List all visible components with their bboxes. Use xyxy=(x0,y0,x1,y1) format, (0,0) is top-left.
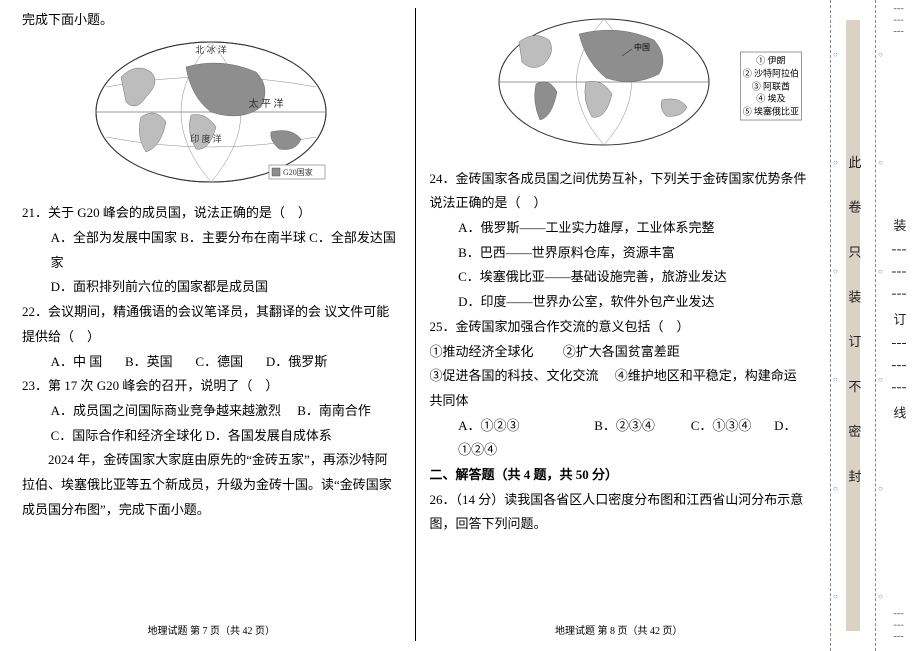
q24-stem: 24．金砖国家各成员国之间优势互补，下列关于金砖国家优势条件说法正确的是（ ） xyxy=(430,167,809,216)
q25-opt-b: B．②③④ xyxy=(594,418,655,433)
gutter-dots-bot: ┆┆┆ xyxy=(889,611,906,645)
section-2-title: 二、解答题（共 4 题，共 50 分） xyxy=(430,463,809,488)
q21-options-row1: A．全部为发展中国家 B．主要分布在南半球 C．全部发达国家 xyxy=(22,226,401,275)
q25-options: A．①②③ B．②③④ C．①③④ D．①②④ xyxy=(430,414,809,463)
gutter-col-2: ○○○○○○ ┆┆┆ 装┆┆┆订┆┆┆线 ┆┆┆ xyxy=(875,0,920,651)
q22-options: A．中 国 B．英国 C．德国 D．俄罗斯 xyxy=(22,350,401,375)
map-legend-label: G20国家 xyxy=(283,167,313,177)
q22-stem: 22．会议期间，精通俄语的会议笔译员，其翻译的会 议文件可能提供给（ ） xyxy=(22,300,401,349)
page-7: 完成下面小题。 北 冰 洋 太 平 洋 xyxy=(10,8,413,641)
brics-world-map-icon: 中国 xyxy=(494,12,744,152)
q25-s1: ①推动经济全球化 xyxy=(430,344,534,359)
exam-sheet: 完成下面小题。 北 冰 洋 太 平 洋 xyxy=(0,0,830,651)
brics-legend: ① 伊朗 ② 沙特阿拉伯 ③ 阿联酋 ④ 埃及 ⑤ 埃塞俄比亚 xyxy=(740,52,802,121)
q22-opt-d: D．俄罗斯 xyxy=(266,354,327,369)
q23-opt-b: B．南南合作 xyxy=(297,403,371,418)
legend-4: ④ 埃及 xyxy=(743,93,799,106)
q21-opt-d: D．面积排列前六位的国家都是成员国 xyxy=(22,275,401,300)
q25-statements-row2: ③促进各国的科技、文化交流 ④维护地区和平稳定，构建命运共同体 xyxy=(430,364,809,413)
page-8-footer: 地理试题 第 8 页（共 42 页） xyxy=(430,614,809,641)
page-8: 中国 ① 伊朗 ② 沙特阿拉伯 ③ 阿联酋 ④ 埃及 ⑤ 埃塞俄比亚 24．金砖… xyxy=(418,8,821,641)
gutter-zhuang: 装 xyxy=(891,218,906,245)
q22-opt-c: C．德国 xyxy=(195,354,243,369)
q25-s3: ③促进各国的科技、文化交流 xyxy=(430,368,599,383)
binding-gutter: ○○○○○○ 此 卷 只 装 订 不 密 封 ○○○○○○ ┆┆┆ 装┆┆┆订┆… xyxy=(830,0,920,651)
page-7-footer: 地理试题 第 7 页（共 42 页） xyxy=(22,614,401,641)
q25-s2: ②扩大各国贫富差距 xyxy=(563,344,680,359)
q26-stem: 26．（14 分）读我国各省区人口密度分布图和江西省山河分布示意图，回答下列问题… xyxy=(430,488,809,537)
q23-options-row1: A．成员国之间国际商业竞争越来越激烈 B．南南合作 xyxy=(22,399,401,424)
lead-in-text: 完成下面小题。 xyxy=(22,8,401,33)
page-divider xyxy=(415,8,416,641)
q23-opt-c: C．国际合作和经济全球化 xyxy=(51,428,203,443)
ocean-label-arctic: 北 冰 洋 xyxy=(195,44,227,55)
brics-map: 中国 ① 伊朗 ② 沙特阿拉伯 ③ 阿联酋 ④ 埃及 ⑤ 埃塞俄比亚 xyxy=(430,12,809,161)
gutter-text-main: 此 卷 只 装 订 不 密 封 xyxy=(841,155,866,496)
legend-2: ② 沙特阿拉伯 xyxy=(743,67,799,80)
brics-passage: 2024 年，金砖国家大家庭由原先的“金砖五家”，再添沙特阿拉伯、埃塞俄比亚等五… xyxy=(22,448,401,522)
q21-stem: 21．关于 G20 峰会的成员国，说法正确的是（ ） xyxy=(22,201,401,226)
q25-opt-a: A．①②③ xyxy=(458,418,519,433)
q25-stem: 25．金砖国家加强合作交流的意义包括（ ） xyxy=(430,315,809,340)
q24-opt-c: C．埃塞俄比亚——基础设施完善，旅游业发达 xyxy=(430,265,809,290)
legend-5: ⑤ 埃塞俄比亚 xyxy=(743,105,799,118)
gutter-dots-top: ┆┆┆ xyxy=(889,6,906,40)
legend-3: ③ 阿联酋 xyxy=(743,80,799,93)
gutter-text-2: 装┆┆┆订┆┆┆线 xyxy=(886,218,911,433)
gutter-xian: 线 xyxy=(891,406,906,433)
gutter-ding: 订 xyxy=(891,312,906,339)
gutter-col-1: ○○○○○○ 此 卷 只 装 订 不 密 封 xyxy=(830,0,875,651)
q25-statements-row1: ①推动经济全球化 ②扩大各国贫富差距 xyxy=(430,340,809,365)
page-7-content: 完成下面小题。 北 冰 洋 太 平 洋 xyxy=(22,8,401,614)
q25-opt-c: C．①③④ xyxy=(691,418,752,433)
q23-opt-a: A．成员国之间国际商业竞争越来越激烈 xyxy=(51,403,281,418)
q24-opt-a: A．俄罗斯——工业实力雄厚，工业体系完整 xyxy=(430,216,809,241)
legend-1: ① 伊朗 xyxy=(743,55,799,68)
q21-opt-a: A．全部为发展中国家 xyxy=(51,230,177,245)
q21-opt-b: B．主要分布在南半球 xyxy=(180,230,306,245)
page-8-content: 中国 ① 伊朗 ② 沙特阿拉伯 ③ 阿联酋 ④ 埃及 ⑤ 埃塞俄比亚 24．金砖… xyxy=(430,8,809,614)
q23-opt-d: D．各国发展自成体系 xyxy=(206,428,332,443)
q22-opt-b: B．英国 xyxy=(125,354,173,369)
q22-opt-a: A．中 国 xyxy=(51,354,103,369)
ocean-label-indian: 印 度 洋 xyxy=(190,133,222,144)
cn-label: 中国 xyxy=(634,42,650,52)
g20-map: 北 冰 洋 太 平 洋 印 度 洋 G20国家 xyxy=(22,37,401,196)
q24-opt-d: D．印度——世界办公室，软件外包产业发达 xyxy=(430,290,809,315)
world-map-icon: 北 冰 洋 太 平 洋 印 度 洋 G20国家 xyxy=(91,37,331,187)
ocean-label-pacific: 太 平 洋 xyxy=(249,97,284,110)
q23-stem: 23．第 17 次 G20 峰会的召开，说明了（ ） xyxy=(22,374,401,399)
q23-options-row2: C．国际合作和经济全球化 D．各国发展自成体系 xyxy=(22,424,401,449)
q24-opt-b: B．巴西——世界原料仓库，资源丰富 xyxy=(430,241,809,266)
